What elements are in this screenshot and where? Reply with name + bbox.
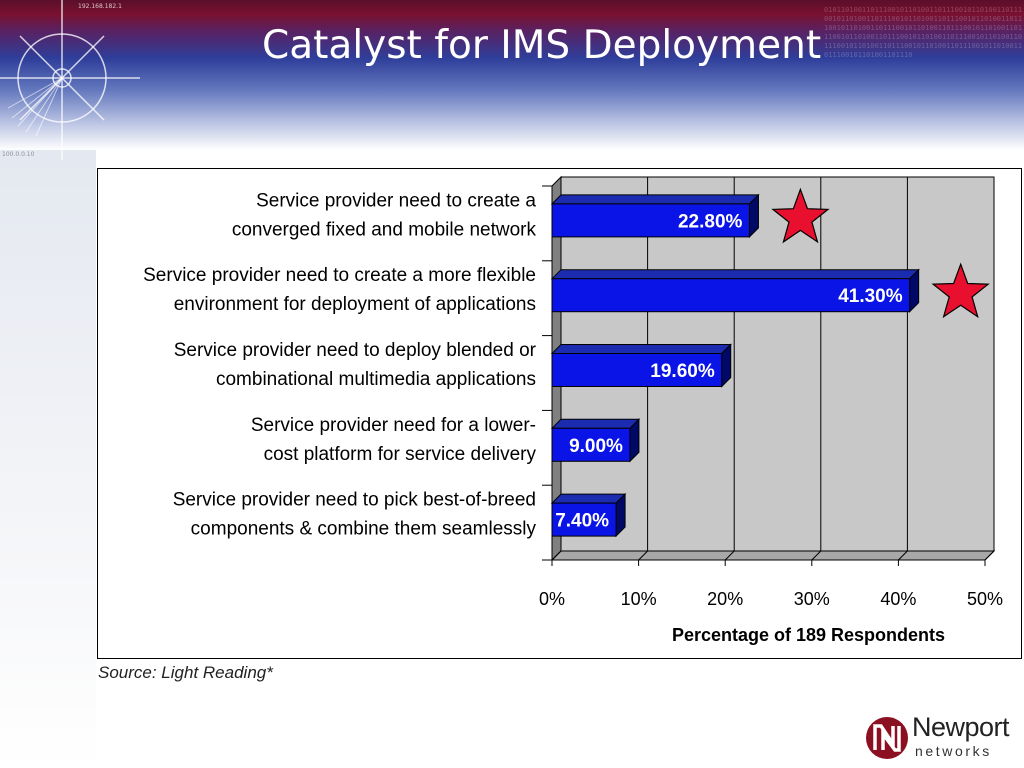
header-ip-top: 192.168.182.1 [78,3,122,10]
bar [551,427,631,462]
gridline-floor [724,550,735,561]
x-tick-label: 0% [539,589,565,609]
compass-decoration-icon: 192.168.182.1 100.0.0.10 [0,0,140,160]
x-tick-label: 30% [794,589,830,609]
x-tick-label: 20% [707,589,743,609]
logo-wordmark-primary: Newport [912,712,1010,742]
highlight-star-icon [771,187,830,244]
bar-value-label: 7.40% [555,511,609,532]
logo-wordmark-secondary: networks [915,743,992,759]
category-label: components & combine them seamlessly [191,519,537,540]
header-banner: 0101101001101110010110100110111001011010… [0,0,1024,150]
chart-frame: 0% 10% 20% 30% 40% 50% 22.80% Service provider … [97,168,1022,659]
logo-n-stroke [881,726,901,752]
x-axis-title: Percentage of 189 Respondents [672,625,945,645]
header-binary-pattern: 0101101001101110010110100110111001011010… [824,6,1023,59]
bar-value-label: 41.30% [838,286,903,307]
bar-group: 22.80% [550,193,760,239]
bar [551,278,911,313]
category-label: Service provider need to create a [256,190,536,211]
category-label: Service provider need to pick best-of-br… [173,490,536,511]
bar-group: 7.40% [550,492,627,538]
x-tick-label: 40% [880,589,916,609]
bar-group: 9.00% [550,418,641,463]
newport-networks-logo: Newport networks [864,712,1024,768]
plot-floor [550,550,996,561]
bar-value-label: 9.00% [569,436,623,457]
bar-value-label: 19.60% [650,361,715,382]
gridline-floor [984,550,995,561]
gridline-floor [811,550,822,561]
category-label: converged fixed and mobile network [232,219,537,240]
header-ip-side: 100.0.0.10 [2,151,35,158]
bar-group: 41.30% [550,268,920,313]
gridline-floor [898,550,908,561]
category-label: Service provider need to create a more f… [143,265,536,286]
bar-value-label: 22.80% [678,211,743,232]
bar-top-face [550,418,641,429]
source-note: Source: Light Reading* [98,663,273,682]
category-label: Service provider need to deploy blended … [174,340,537,361]
newport-logo-icon [866,717,908,759]
category-label: environment for deployment of applicatio… [174,294,536,315]
bar-chart: 0% 10% 20% 30% 40% 50% 22.80% Service provider … [143,175,1003,645]
bar [551,203,750,238]
slide-title: Catalyst for IMS Deployment [262,23,822,68]
category-label: Service provider need for a lower- [251,415,536,436]
x-tick-label: 10% [621,589,657,609]
gridline-floor [551,550,562,561]
logo-n-stroke [873,724,895,750]
bar-group: 19.60% [550,343,732,388]
category-label: combinational multimedia applications [216,369,536,390]
highlight-star-icon [931,262,990,319]
category-label: cost platform for service delivery [264,444,537,465]
x-tick-label: 50% [967,589,1003,609]
bar [551,353,723,387]
left-decorative-strip [0,150,96,768]
bar-top-face [550,194,760,205]
bar [551,502,617,537]
bar-top-face [550,344,732,354]
gridline-floor [638,550,648,561]
bar-top-face [550,493,627,504]
bar-top-face [550,269,920,280]
